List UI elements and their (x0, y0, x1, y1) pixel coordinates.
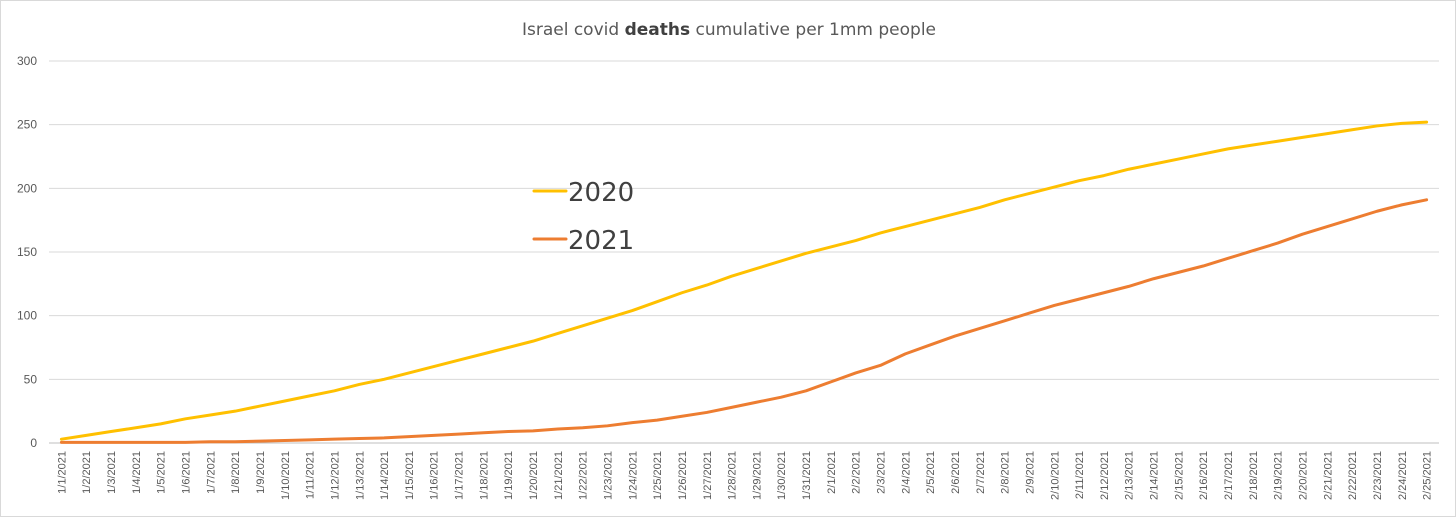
x-tick-label: 1/9/2021 (255, 451, 267, 494)
x-tick-label: 1/15/2021 (404, 451, 416, 500)
x-tick-label: 1/27/2021 (702, 451, 714, 500)
y-axis-ticks: 0 50 100 150 200 250 300 (17, 54, 37, 450)
x-tick-label: 2/8/2021 (1000, 451, 1012, 494)
x-tick-label: 1/23/2021 (602, 451, 614, 500)
x-axis-ticks: 1/1/2021 1/2/2021 1/3/2021 1/4/2021 1/5/2021… (56, 451, 1433, 500)
x-tick-label: 2/23/2021 (1372, 451, 1384, 500)
x-tick-label: 1/24/2021 (627, 451, 639, 500)
x-tick-label: 1/1/2021 (56, 451, 68, 494)
y-tick-label: 250 (17, 118, 37, 132)
x-tick-label: 1/4/2021 (131, 451, 143, 494)
chart-title-bold: deaths (625, 20, 691, 40)
x-tick-label: 1/16/2021 (429, 451, 441, 500)
series-line-2020 (59, 120, 1429, 441)
x-tick-label: 2/2/2021 (851, 451, 863, 494)
x-tick-label: 1/31/2021 (801, 451, 813, 500)
x-tick-label: 2/10/2021 (1049, 451, 1061, 500)
x-tick-label: 2/3/2021 (876, 451, 888, 494)
x-tick-label: 2/16/2021 (1198, 451, 1210, 500)
x-tick-label: 1/22/2021 (578, 451, 590, 500)
y-tick-label: 100 (17, 309, 37, 323)
x-tick-label: 2/11/2021 (1074, 451, 1086, 499)
legend-label-2020: 2020 (568, 178, 634, 208)
x-tick-label: 2/18/2021 (1248, 451, 1260, 500)
x-tick-label: 2/24/2021 (1397, 451, 1409, 500)
chart-title: Israel covid deaths cumulative per 1mm p… (522, 20, 936, 40)
y-tick-label: 150 (17, 245, 37, 259)
x-tick-label: 1/30/2021 (776, 451, 788, 500)
chart-title-prefix: Israel covid (522, 20, 625, 40)
x-tick-label: 2/12/2021 (1099, 451, 1111, 500)
y-tick-label: 200 (17, 181, 37, 195)
x-tick-label: 2/19/2021 (1273, 451, 1285, 500)
x-tick-label: 1/28/2021 (727, 451, 739, 500)
x-tick-label: 2/25/2021 (1422, 451, 1434, 500)
x-tick-label: 1/11/2021 (305, 451, 317, 499)
y-tick-label: 0 (30, 436, 37, 450)
x-tick-label: 1/26/2021 (677, 451, 689, 500)
x-tick-label: 1/5/2021 (156, 451, 168, 494)
x-tick-label: 1/8/2021 (230, 451, 242, 494)
x-tick-label: 1/6/2021 (181, 451, 193, 494)
x-tick-label: 1/21/2021 (553, 451, 565, 500)
x-tick-label: 2/20/2021 (1297, 451, 1309, 500)
x-tick-label: 2/7/2021 (975, 451, 987, 494)
x-tick-label: 1/10/2021 (280, 451, 292, 500)
chart-title-suffix: cumulative per 1mm people (690, 20, 936, 40)
x-tick-label: 2/6/2021 (950, 451, 962, 494)
x-tick-label: 1/12/2021 (329, 451, 341, 500)
x-tick-label: 2/5/2021 (925, 451, 937, 494)
x-tick-label: 1/14/2021 (379, 451, 391, 500)
x-tick-label: 1/25/2021 (652, 451, 664, 500)
x-tick-label: 2/4/2021 (900, 451, 912, 494)
x-tick-label: 2/9/2021 (1024, 451, 1036, 494)
x-tick-label: 1/17/2021 (454, 451, 466, 500)
x-tick-label: 2/15/2021 (1173, 451, 1185, 500)
y-tick-label: 50 (24, 372, 38, 386)
x-tick-label: 1/19/2021 (503, 451, 515, 500)
x-tick-label: 2/22/2021 (1347, 451, 1359, 500)
x-tick-label: 1/18/2021 (478, 451, 490, 500)
x-tick-label: 1/7/2021 (205, 451, 217, 494)
x-tick-label: 2/14/2021 (1149, 451, 1161, 500)
legend: 2020 2021 (532, 178, 634, 256)
gridlines (49, 60, 1439, 444)
series-line-2021 (59, 198, 1429, 444)
x-tick-label: 2/17/2021 (1223, 451, 1235, 500)
y-tick-label: 300 (17, 54, 37, 68)
x-tick-label: 1/29/2021 (751, 451, 763, 500)
series-lines (59, 120, 1429, 444)
x-tick-label: 1/3/2021 (106, 451, 118, 494)
x-tick-label: 2/13/2021 (1124, 451, 1136, 500)
x-tick-label: 2/21/2021 (1322, 451, 1334, 500)
x-tick-label: 2/1/2021 (826, 451, 838, 494)
x-tick-label: 1/2/2021 (81, 451, 93, 494)
legend-label-2021: 2021 (568, 226, 634, 256)
x-tick-label: 1/20/2021 (528, 451, 540, 500)
x-tick-label: 1/13/2021 (354, 451, 366, 500)
